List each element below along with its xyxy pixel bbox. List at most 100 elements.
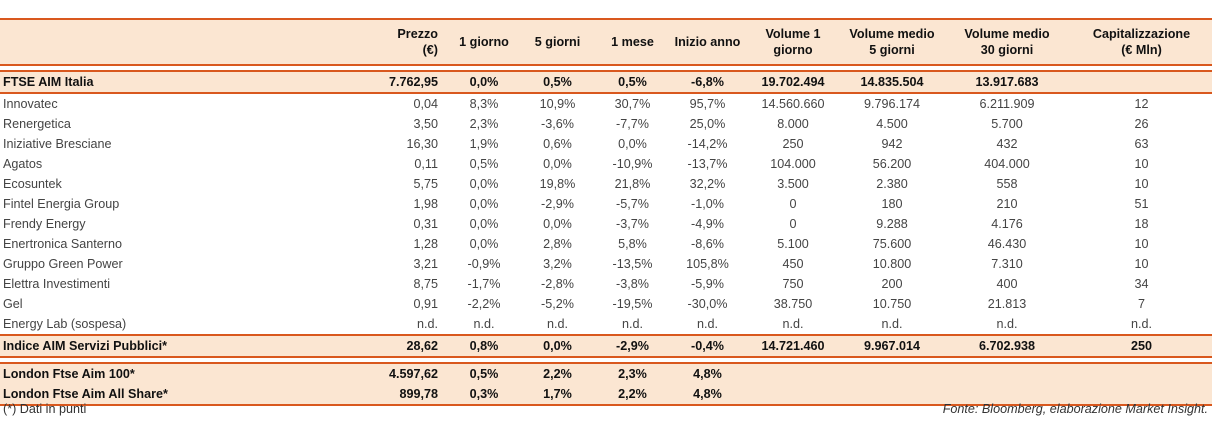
stock-ytd: n.d. (696, 317, 718, 331)
stock-1day: 2,3% (469, 117, 499, 131)
stock-1month: 0,0% (618, 137, 647, 151)
stock-ytd: 25,0% (689, 117, 726, 131)
london-ytd: 4,8% (670, 384, 745, 406)
table-row: Fintel Energia Group 1,98 0,0% -2,9% -5,7% -1… (0, 194, 1212, 214)
stock-volume-30days: 404.000 (984, 157, 1030, 171)
stock-volume-1day: 14.560.660 (761, 97, 825, 111)
stock-volume-1day: 8.000 (777, 117, 809, 131)
empty-cell (841, 384, 943, 406)
stock-volume-30days: 4.176 (991, 217, 1023, 231)
header-volume-1day-line2: giorno (773, 43, 813, 57)
stock-price: 16,30 (406, 137, 438, 151)
stock-1day: 0,0% (469, 177, 499, 191)
table-row: Renergetica 3,50 2,3% -3,6% -7,7% 25,0% 8.000 4… (0, 114, 1212, 134)
stock-volume-1day: 750 (782, 277, 804, 291)
stock-name: Energy Lab (sospesa) (3, 317, 127, 331)
empty-cell (1071, 384, 1212, 406)
stock-volume-30days: 5.700 (991, 117, 1023, 131)
header-capitalization-line1: Capitalizzazione (1092, 27, 1191, 41)
footer: (*) Dati in punti Fonte: Bloomberg, elab… (0, 402, 1212, 420)
stock-1month: n.d. (621, 317, 643, 331)
stock-volume-5days: 2.380 (876, 177, 908, 191)
stock-name: Ecosuntek (3, 177, 62, 191)
footnote: (*) Dati in punti (3, 402, 87, 416)
header-row: Prezzo (€) 1 giorno 5 giorni 1 mese Inizi… (0, 18, 1212, 66)
stock-price: 3,21 (413, 257, 438, 271)
index-5days: 0,5% (520, 70, 595, 94)
stock-volume-30days: 7.310 (991, 257, 1023, 271)
stock-capitalization: n.d. (1130, 317, 1152, 331)
table-row: Gel 0,91 -2,2% -5,2% -19,5% -30,0% 38.750 10.75… (0, 294, 1212, 314)
sector-price: 28,62 (363, 334, 448, 358)
sector-name: Indice AIM Servizi Pubblici* (0, 334, 363, 358)
stock-volume-5days: 56.200 (872, 157, 912, 171)
stock-volume-5days: n.d. (881, 317, 903, 331)
stock-1day: 1,9% (469, 137, 499, 151)
index-price: 7.762,95 (363, 70, 448, 94)
london-name: London Ftse Aim 100* (0, 362, 363, 384)
london-price: 4.597,62 (363, 362, 448, 384)
stock-volume-30days: 432 (996, 137, 1018, 151)
stock-1month: -13,5% (612, 257, 653, 271)
stock-5days: n.d. (546, 317, 568, 331)
stock-name: Innovatec (3, 97, 58, 111)
sector-5days: 0,0% (520, 334, 595, 358)
sector-volume-30days: 6.702.938 (943, 334, 1071, 358)
stock-1month: -3,8% (616, 277, 649, 291)
stock-5days: 0,0% (543, 217, 572, 231)
header-capitalization: Capitalizzazione (€ Mln) (1071, 18, 1212, 66)
stock-volume-1day: 104.000 (770, 157, 816, 171)
stock-5days: -2,8% (541, 277, 574, 291)
header-capitalization-line2: (€ Mln) (1121, 43, 1162, 57)
table-row: Agatos 0,11 0,5% 0,0% -10,9% -13,7% 104.000 56.… (0, 154, 1212, 174)
stock-ytd: -4,9% (691, 217, 724, 231)
stock-name: Gruppo Green Power (3, 257, 123, 271)
stock-ytd: 105,8% (686, 257, 729, 271)
stock-5days: -3,6% (541, 117, 574, 131)
header-volume-5days-line1: Volume medio (849, 27, 935, 41)
stock-5days: 0,0% (543, 157, 572, 171)
stock-ytd: 95,7% (689, 97, 726, 111)
stock-price: 0,04 (413, 97, 438, 111)
stock-1day: -1,7% (467, 277, 501, 291)
sector-1day: 0,8% (448, 334, 520, 358)
stock-volume-5days: 10.750 (872, 297, 912, 311)
london-1month: 2,3% (595, 362, 670, 384)
stock-volume-30days: 21.813 (987, 297, 1027, 311)
stock-price: 0,11 (414, 157, 438, 171)
stock-volume-5days: 75.600 (872, 237, 912, 251)
stock-volume-1day: n.d. (782, 317, 804, 331)
sector-1month: -2,9% (595, 334, 670, 358)
stock-volume-1day: 450 (782, 257, 804, 271)
stock-name: Elettra Investimenti (3, 277, 111, 291)
stock-ytd: -1,0% (691, 197, 724, 211)
stock-capitalization: 7 (1137, 297, 1145, 311)
stock-price: 0,31 (413, 217, 438, 231)
london-ytd: 4,8% (670, 362, 745, 384)
table-row: Innovatec 0,04 8,3% 10,9% 30,7% 95,7% 14.560.6… (0, 93, 1212, 114)
london-price: 899,78 (363, 384, 448, 406)
stock-price: 0,91 (413, 297, 438, 311)
index-1day: 0,0% (448, 70, 520, 94)
stock-volume-1day: 38.750 (773, 297, 813, 311)
stock-1month: 30,7% (614, 97, 651, 111)
stock-volume-30days: 6.211.909 (979, 97, 1035, 111)
stock-ytd: -30,0% (687, 297, 728, 311)
stock-name: Agatos (3, 157, 43, 171)
table-row: Iniziative Bresciane 16,30 1,9% 0,6% 0,0% -14… (0, 134, 1212, 154)
stock-capitalization: 10 (1134, 157, 1149, 171)
stock-5days: -5,2% (541, 297, 574, 311)
stock-volume-5days: 200 (881, 277, 903, 291)
stock-ytd: 32,2% (689, 177, 726, 191)
header-volume-30days-line1: Volume medio (964, 27, 1050, 41)
stock-name: Fintel Energia Group (3, 197, 120, 211)
london-row: London Ftse Aim 100* 4.597,62 0,5% 2,2% … (0, 362, 1212, 384)
empty-cell (943, 362, 1071, 384)
stock-1month: 5,8% (618, 237, 647, 251)
index-1month: 0,5% (595, 70, 670, 94)
stock-volume-1day: 5.100 (777, 237, 809, 251)
stock-1day: 8,3% (469, 97, 499, 111)
header-volume-5days: Volume medio 5 giorni (841, 18, 943, 66)
stock-volume-30days: n.d. (996, 317, 1018, 331)
